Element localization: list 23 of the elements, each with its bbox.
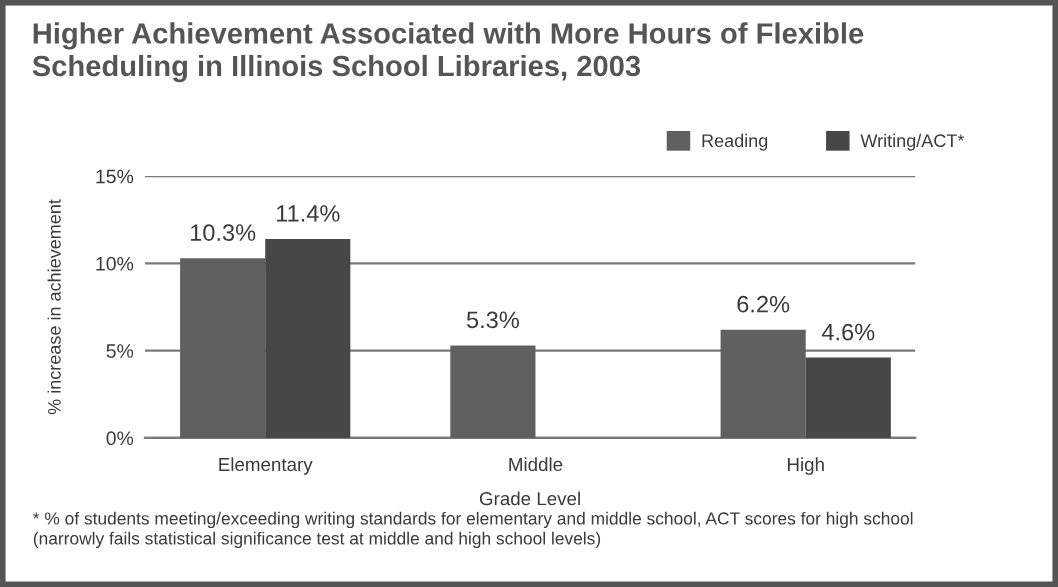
x-tick-label: Elementary (219, 457, 313, 475)
y-tick-label: 10% (96, 256, 134, 271)
legend-label: Reading (702, 133, 768, 151)
chart-title: Higher Achievement Associated with More Hours of Flexible Scheduling in Illinois School Libraries, 2003 (32, 22, 864, 83)
data-label: 6.2% (737, 295, 790, 313)
bar (805, 357, 891, 438)
bar (265, 238, 351, 438)
y-axis-title: % increase in achievement (47, 199, 61, 415)
bar (450, 345, 536, 438)
x-axis-title: Grade Level (479, 491, 580, 506)
y-tick-label: 5% (106, 344, 134, 358)
data-label: 4.6% (821, 323, 875, 341)
data-label: 5.3% (466, 311, 519, 329)
x-tick-label: Middle (509, 457, 563, 472)
data-label: 10.3% (190, 224, 256, 241)
text: * % of students meeting/exceeding writing standards for elementary and middle school, ACT scores for high school (narrowly fails statistical significance test at middle and high school levels) (33, 511, 913, 549)
bar (720, 329, 806, 438)
x-tick-label: High (787, 457, 824, 475)
data-label: 11.4% (276, 205, 340, 222)
bar (180, 258, 266, 438)
y-tick-label: 0% (106, 431, 134, 446)
legend-label: Writing/ACT* (860, 133, 965, 151)
y-tick-label: 15% (96, 169, 134, 184)
